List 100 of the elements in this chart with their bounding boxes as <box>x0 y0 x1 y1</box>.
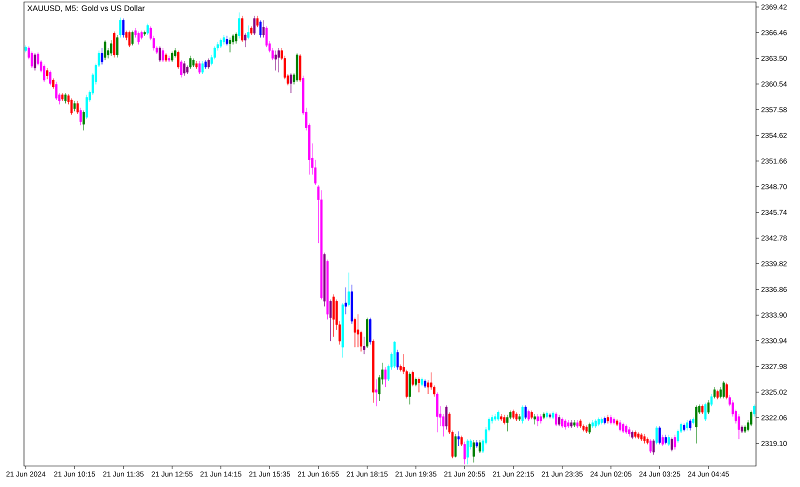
candlestick <box>643 434 646 444</box>
chart-title: XAUUSD, M5: Gold vs US Dollar <box>27 5 145 12</box>
candlestick <box>478 440 482 454</box>
candlestick <box>524 405 527 420</box>
candlestick <box>418 377 420 393</box>
candlestick <box>204 60 207 69</box>
candlestick <box>564 418 566 430</box>
candlestick <box>598 417 600 426</box>
candlestick <box>241 16 244 42</box>
candlestick <box>290 72 292 94</box>
candlestick <box>362 336 366 354</box>
candlestick <box>558 414 560 426</box>
candlestick <box>168 56 170 62</box>
candlestick <box>73 100 76 112</box>
candlestick <box>80 108 82 126</box>
candlestick <box>189 56 192 69</box>
candlestick <box>534 414 536 425</box>
candlestick <box>122 18 124 38</box>
candlestick <box>64 92 67 104</box>
candlestick <box>177 50 180 69</box>
candlestick <box>500 414 502 422</box>
candlestick <box>366 317 368 348</box>
candlestick <box>494 414 496 422</box>
candlestick <box>515 412 518 422</box>
candlestick <box>503 414 506 425</box>
candlestick <box>162 48 164 62</box>
candlestick <box>628 426 630 437</box>
candlestick <box>329 299 332 342</box>
candlestick <box>372 339 374 403</box>
candlestick <box>610 414 612 425</box>
candlestick <box>34 52 36 71</box>
candlestick <box>585 425 588 434</box>
candlestick <box>579 418 582 428</box>
candlestick <box>323 252 326 307</box>
candlestick <box>393 340 396 368</box>
candlestick <box>414 377 418 386</box>
candlestick <box>46 68 48 80</box>
candlestick <box>234 32 238 44</box>
candlestick <box>722 380 725 399</box>
candlestick <box>707 400 710 414</box>
candlestick <box>100 48 104 65</box>
candlestick <box>460 435 463 446</box>
candlestick <box>686 420 688 431</box>
candlestick <box>183 60 186 76</box>
candlestick <box>247 25 250 40</box>
candlestick <box>701 404 704 414</box>
candlestick <box>594 418 597 428</box>
candlestick <box>521 405 524 424</box>
candlestick <box>238 12 240 39</box>
candlestick <box>554 412 558 426</box>
candlestick <box>128 30 131 48</box>
candlestick <box>192 58 195 68</box>
candlestick <box>278 48 280 72</box>
candlestick <box>445 405 448 430</box>
candlestick <box>24 45 27 53</box>
candlestick <box>561 417 564 428</box>
candlestick <box>274 50 277 71</box>
candlestick <box>618 420 622 432</box>
candlestick <box>528 409 530 422</box>
candlestick <box>436 392 438 432</box>
candlestick <box>668 434 670 446</box>
candlestick <box>710 394 713 406</box>
candlestick <box>612 417 616 425</box>
candlestick <box>55 82 58 100</box>
candlestick <box>119 17 122 38</box>
candlestick <box>570 420 572 428</box>
candlestick <box>244 32 246 48</box>
candlestick <box>625 424 628 434</box>
candlestick <box>350 284 354 324</box>
candlestick <box>222 34 226 45</box>
candlestick <box>146 23 149 36</box>
candlestick <box>573 420 576 428</box>
candlestick <box>201 60 204 74</box>
candlestick <box>228 37 232 53</box>
candlestick <box>540 414 542 424</box>
candlestick <box>634 430 636 438</box>
candlestick <box>131 30 134 46</box>
candlestick <box>298 54 302 82</box>
candlestick <box>208 58 210 69</box>
candlestick <box>536 414 539 426</box>
candlestick <box>86 94 88 120</box>
candlestick <box>49 70 52 86</box>
candlestick <box>689 418 692 431</box>
candlestick <box>104 40 106 60</box>
candlestick <box>592 420 594 428</box>
candlestick <box>662 434 664 446</box>
candlestick <box>682 423 686 432</box>
candlestick <box>472 440 475 463</box>
candlestick <box>52 78 54 89</box>
candlestick <box>616 418 618 426</box>
candlestick <box>356 314 360 348</box>
candlestick <box>640 432 643 442</box>
candlestick <box>354 317 356 348</box>
candlestick <box>604 416 606 425</box>
candlestick <box>158 46 162 62</box>
candlestick <box>226 36 228 46</box>
candlestick <box>713 386 716 399</box>
candlestick <box>738 414 740 440</box>
candlestick <box>396 350 399 370</box>
candlestick <box>198 60 201 74</box>
